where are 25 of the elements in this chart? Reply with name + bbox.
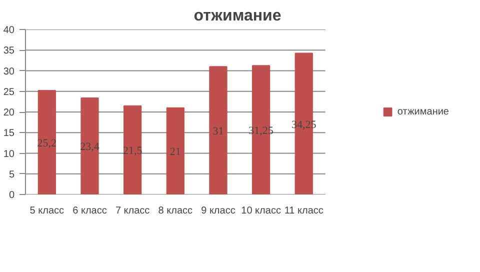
x-tick-label: 10 класс — [241, 206, 281, 216]
bar — [166, 107, 184, 194]
y-tick-label: 30 — [3, 66, 15, 78]
y-tick-label: 25 — [3, 86, 15, 98]
bar — [80, 97, 99, 194]
data-label: 31 — [212, 126, 224, 138]
y-tick-label: 35 — [3, 46, 15, 57]
data-label: 21 — [170, 146, 181, 158]
bar — [209, 66, 228, 194]
bar — [38, 90, 56, 194]
y-tick-label: 0 — [8, 190, 15, 201]
legend-label: отжимание — [397, 106, 449, 117]
x-tick-label: 9 класс — [201, 206, 236, 216]
x-tick-label: 8 класс — [158, 206, 193, 216]
y-tick-label: 15 — [3, 128, 15, 140]
x-tick-label: 5 класс — [30, 206, 64, 216]
x-tick-label: 11 класс — [284, 206, 324, 216]
bar — [124, 105, 142, 194]
x-tick-label: 6 класс — [72, 206, 107, 216]
x-tick-label: 7 класс — [115, 206, 150, 216]
chart-title: отжимание — [194, 8, 282, 24]
y-tick-label: 5 — [8, 169, 15, 180]
y-tick-label: 20 — [3, 108, 15, 118]
y-tick-label: 40 — [3, 25, 15, 36]
y-tick-label: 10 — [3, 148, 15, 160]
